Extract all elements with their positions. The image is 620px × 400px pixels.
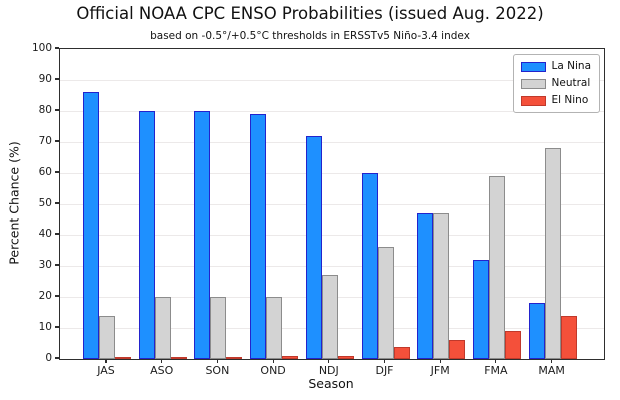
bar-el-nino-jas <box>115 357 131 359</box>
x-tick-mark <box>551 359 553 364</box>
y-tick-label: 30 <box>38 259 52 271</box>
y-tick-label: 70 <box>38 135 52 147</box>
legend-swatch-la-nina <box>520 61 546 72</box>
legend: La Nina Neutral El Nino <box>512 54 600 113</box>
bar-el-nino-ndj <box>337 356 354 359</box>
x-tick-label: JFM <box>430 364 450 377</box>
bar-neutral-jas <box>99 316 115 359</box>
legend-item-el-nino: El Nino <box>520 94 591 107</box>
x-tick-mark <box>216 359 218 364</box>
legend-label-neutral: Neutral <box>551 77 591 89</box>
y-tick-label: 60 <box>38 166 52 178</box>
bar-la-nina-ond <box>250 114 267 359</box>
gridline <box>60 79 604 81</box>
bar-neutral-ndj <box>321 275 338 359</box>
y-tick-mark <box>55 47 59 49</box>
bar-neutral-fma <box>488 176 505 359</box>
x-tick-mark <box>272 359 274 364</box>
bar-neutral-son <box>210 297 227 359</box>
x-tick-mark <box>383 359 386 364</box>
bar-la-nina-mam <box>528 303 545 359</box>
x-tick-label: OND <box>260 364 286 377</box>
y-tick-mark <box>55 357 59 359</box>
y-tick-label: 20 <box>38 290 52 302</box>
bar-el-nino-aso <box>170 357 187 359</box>
y-tick-mark <box>55 78 59 80</box>
bar-neutral-ond <box>266 297 283 359</box>
gridline <box>60 141 604 143</box>
x-tick-mark <box>161 359 163 364</box>
gridline <box>60 234 604 236</box>
gridline <box>60 265 604 267</box>
y-tick-mark <box>55 202 59 204</box>
y-tick-mark <box>55 109 59 111</box>
bar-el-nino-fma <box>504 331 521 359</box>
y-tick-label: 0 <box>45 352 52 364</box>
x-tick-mark <box>328 359 330 364</box>
gridline <box>60 110 604 112</box>
y-tick-mark <box>55 264 59 266</box>
x-tick-mark <box>105 359 107 364</box>
x-tick-label: NDJ <box>318 364 339 377</box>
chart-title: Official NOAA CPC ENSO Probabilities (is… <box>76 4 544 23</box>
bar-el-nino-djf <box>393 347 410 359</box>
y-tick-label: 10 <box>38 321 52 333</box>
x-tick-mark <box>495 359 497 364</box>
bar-neutral-mam <box>544 148 561 359</box>
bar-el-nino-jfm <box>449 340 466 359</box>
bar-la-nina-ndj <box>305 136 322 359</box>
x-tick-label: MAM <box>538 364 565 377</box>
y-tick-mark <box>55 295 59 297</box>
legend-swatch-neutral <box>520 78 546 89</box>
y-tick-mark <box>55 233 59 235</box>
y-tick-mark <box>55 326 59 328</box>
bar-neutral-aso <box>154 297 171 359</box>
bar-la-nina-djf <box>361 173 378 359</box>
y-tick-label: 100 <box>31 42 52 54</box>
x-tick-label: SON <box>205 364 230 377</box>
bar-el-nino-mam <box>560 316 577 359</box>
plot-area: La Nina Neutral El Nino <box>59 48 605 360</box>
y-tick-mark <box>55 171 59 173</box>
legend-item-la-nina: La Nina <box>520 60 591 73</box>
legend-label-el-nino: El Nino <box>551 94 589 106</box>
y-tick-label: 40 <box>38 228 52 240</box>
y-tick-label: 50 <box>38 197 52 209</box>
legend-swatch-el-nino <box>520 95 546 106</box>
bar-neutral-djf <box>377 247 394 359</box>
chart-subtitle: based on -0.5°/+0.5°C thresholds in ERSS… <box>150 30 470 42</box>
y-tick-label: 80 <box>38 104 52 116</box>
x-tick-label: DJF <box>375 364 394 377</box>
bar-el-nino-ond <box>282 356 299 359</box>
bar-el-nino-son <box>226 357 243 359</box>
bar-la-nina-jfm <box>417 213 434 359</box>
gridline <box>60 203 604 205</box>
legend-label-la-nina: La Nina <box>551 60 591 72</box>
bar-neutral-jfm <box>433 213 450 359</box>
bar-la-nina-aso <box>138 111 155 359</box>
bar-la-nina-son <box>194 111 211 359</box>
gridline <box>60 172 604 174</box>
y-tick-label: 90 <box>38 73 52 85</box>
y-tick-mark <box>55 140 59 142</box>
bar-la-nina-jas <box>83 92 99 359</box>
x-tick-label: JAS <box>97 364 115 377</box>
x-tick-label: ASO <box>150 364 174 377</box>
bar-la-nina-fma <box>472 260 489 359</box>
x-axis-label: Season <box>308 376 354 391</box>
legend-item-neutral: Neutral <box>520 77 591 90</box>
x-tick-label: FMA <box>484 364 508 377</box>
x-tick-mark <box>439 359 441 364</box>
